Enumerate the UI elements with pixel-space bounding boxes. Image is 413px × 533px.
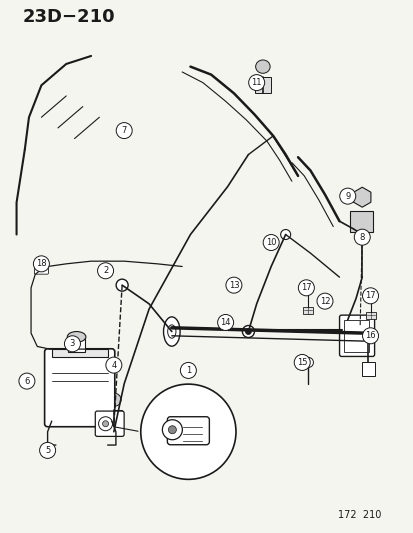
FancyBboxPatch shape — [95, 411, 124, 437]
Circle shape — [316, 293, 332, 309]
Text: 13: 13 — [228, 281, 239, 289]
Ellipse shape — [163, 317, 180, 346]
Circle shape — [116, 279, 128, 291]
Circle shape — [33, 256, 49, 272]
Circle shape — [280, 230, 290, 239]
Text: 3: 3 — [70, 340, 75, 348]
Text: 172  210: 172 210 — [338, 511, 381, 520]
Bar — [52, 349, 107, 357]
Circle shape — [294, 354, 309, 370]
FancyBboxPatch shape — [34, 264, 48, 274]
Circle shape — [180, 362, 196, 378]
Bar — [254, 77, 271, 93]
Circle shape — [102, 421, 108, 427]
Text: 5: 5 — [45, 446, 50, 455]
Ellipse shape — [67, 332, 86, 342]
Circle shape — [354, 229, 369, 245]
Circle shape — [362, 288, 377, 304]
Circle shape — [263, 235, 278, 251]
Circle shape — [248, 75, 264, 91]
Bar — [105, 410, 122, 426]
Text: 18: 18 — [36, 260, 47, 268]
Circle shape — [162, 419, 182, 440]
Polygon shape — [353, 187, 370, 207]
Text: 1: 1 — [185, 366, 190, 375]
Circle shape — [116, 123, 132, 139]
Text: 17: 17 — [300, 284, 311, 292]
Bar — [349, 211, 372, 232]
Ellipse shape — [255, 60, 269, 74]
Text: 23D−210: 23D−210 — [23, 8, 115, 26]
Circle shape — [98, 417, 112, 431]
Bar — [365, 312, 375, 319]
Circle shape — [362, 328, 377, 344]
Text: 14: 14 — [220, 318, 230, 327]
Circle shape — [242, 326, 254, 337]
Circle shape — [97, 263, 113, 279]
Circle shape — [64, 336, 80, 352]
Circle shape — [40, 442, 55, 458]
Circle shape — [298, 280, 313, 296]
Text: 2: 2 — [103, 266, 108, 275]
Text: 9: 9 — [344, 192, 349, 200]
Bar — [68, 338, 85, 352]
Circle shape — [339, 188, 355, 204]
Text: 16: 16 — [364, 332, 375, 340]
Circle shape — [217, 314, 233, 330]
FancyBboxPatch shape — [45, 349, 114, 427]
FancyBboxPatch shape — [339, 315, 374, 357]
Text: 15: 15 — [296, 358, 307, 367]
Circle shape — [168, 426, 176, 434]
Text: 4: 4 — [111, 361, 116, 369]
Circle shape — [106, 357, 121, 373]
Text: 7: 7 — [121, 126, 126, 135]
Text: 6: 6 — [24, 377, 29, 385]
Text: 17: 17 — [364, 292, 375, 300]
Text: 10: 10 — [265, 238, 276, 247]
FancyBboxPatch shape — [167, 417, 209, 445]
Bar — [303, 307, 313, 314]
Bar — [344, 320, 368, 352]
Circle shape — [140, 384, 235, 479]
Text: 12: 12 — [319, 297, 330, 305]
Circle shape — [225, 277, 241, 293]
Ellipse shape — [167, 325, 176, 338]
Circle shape — [303, 358, 313, 367]
Bar — [361, 362, 374, 376]
Text: 8: 8 — [359, 233, 364, 241]
Circle shape — [19, 373, 35, 389]
Ellipse shape — [106, 393, 121, 406]
Circle shape — [245, 328, 251, 335]
Text: 11: 11 — [251, 78, 261, 87]
